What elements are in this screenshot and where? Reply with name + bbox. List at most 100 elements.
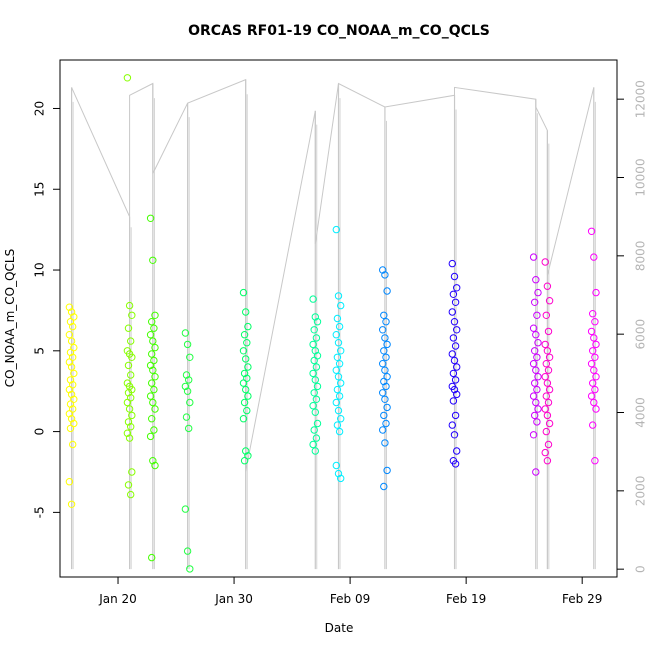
- data-point: [542, 392, 550, 400]
- data-point: [450, 318, 459, 326]
- y2-tick-label: 6000: [634, 319, 648, 350]
- data-point: [309, 402, 317, 410]
- data-point: [381, 271, 389, 279]
- data-point: [185, 424, 193, 433]
- data-point: [65, 478, 74, 486]
- x-axis-label: Date: [325, 621, 354, 635]
- data-point: [545, 353, 554, 361]
- data-point: [379, 426, 387, 434]
- data-point: [533, 385, 541, 394]
- data-point: [383, 466, 391, 475]
- data-point: [332, 398, 340, 407]
- data-point: [334, 292, 343, 300]
- data-point: [542, 360, 550, 368]
- y-tick-label: 15: [33, 182, 47, 197]
- data-point: [587, 360, 596, 368]
- data-point: [334, 373, 343, 381]
- data-point: [383, 340, 391, 349]
- data-point: [544, 398, 553, 407]
- data-point: [309, 440, 317, 449]
- data-point: [311, 347, 319, 355]
- y-axis-label: CO_NOAA_m_CO_QCLS: [3, 249, 17, 387]
- data-point: [333, 314, 342, 323]
- data-point: [382, 419, 390, 428]
- data-point: [310, 326, 318, 334]
- data-point: [183, 340, 192, 349]
- data-point: [334, 406, 343, 415]
- data-point: [128, 468, 136, 476]
- data-point: [592, 373, 600, 381]
- data-point: [150, 385, 158, 394]
- data-point: [66, 424, 75, 433]
- data-point: [450, 431, 459, 439]
- data-point: [182, 413, 191, 421]
- data-point: [591, 385, 599, 394]
- data-point: [541, 373, 549, 381]
- data-point: [332, 225, 340, 234]
- data-point: [151, 311, 159, 319]
- y2-tick-label: 12000: [634, 80, 648, 118]
- data-point: [451, 342, 460, 350]
- data-point: [244, 392, 252, 400]
- data-point: [381, 395, 389, 403]
- y2-tick-label: 10000: [634, 158, 648, 196]
- data-point: [587, 392, 596, 400]
- data-point: [151, 343, 159, 352]
- data-point: [529, 431, 538, 439]
- data-point: [532, 331, 540, 339]
- data-point: [589, 379, 597, 387]
- data-point: [66, 400, 75, 408]
- data-point: [69, 322, 77, 331]
- data-point: [335, 392, 344, 400]
- data-point: [124, 418, 133, 426]
- data-point: [146, 361, 155, 370]
- data-point: [543, 282, 552, 290]
- data-point: [541, 448, 549, 457]
- data-point: [67, 308, 76, 316]
- data-point: [311, 447, 319, 455]
- data-point: [383, 403, 391, 412]
- data-point: [531, 379, 539, 387]
- data-point: [534, 405, 542, 413]
- data-point: [69, 440, 77, 449]
- chart-title: ORCAS RF01-19 CO_NOAA_m_CO_QCLS: [188, 23, 490, 39]
- data-point: [380, 347, 388, 355]
- data-point: [532, 468, 540, 476]
- data-point: [592, 288, 600, 297]
- x-tick-label: Feb 29: [562, 592, 602, 606]
- data-point: [151, 373, 159, 381]
- data-point: [545, 419, 554, 428]
- data-point: [150, 426, 158, 434]
- data-point: [181, 382, 190, 391]
- data-point: [310, 356, 318, 365]
- data-point: [590, 253, 598, 261]
- x-tick-label: Feb 19: [446, 592, 486, 606]
- data-point: [127, 423, 135, 431]
- y2-tick-label: 8000: [634, 241, 648, 272]
- data-point: [244, 322, 252, 331]
- data-point: [451, 298, 460, 306]
- data-point: [183, 547, 192, 555]
- data-point: [125, 434, 134, 442]
- data-point: [240, 331, 249, 339]
- data-point: [591, 318, 599, 326]
- data-point: [182, 371, 191, 379]
- data-point: [65, 410, 74, 418]
- data-point: [146, 214, 155, 223]
- data-point: [534, 373, 542, 381]
- data-point: [448, 421, 456, 429]
- y-tick-label: 5: [33, 347, 47, 355]
- data-point: [65, 385, 74, 394]
- data-point: [186, 353, 194, 361]
- data-point: [335, 322, 344, 331]
- data-point: [128, 353, 136, 361]
- data-point: [67, 390, 76, 399]
- data-point: [545, 297, 554, 305]
- data-point: [332, 331, 340, 339]
- data-point: [146, 331, 155, 339]
- data-point: [451, 411, 460, 420]
- data-point: [587, 327, 596, 336]
- data-point: [242, 385, 250, 394]
